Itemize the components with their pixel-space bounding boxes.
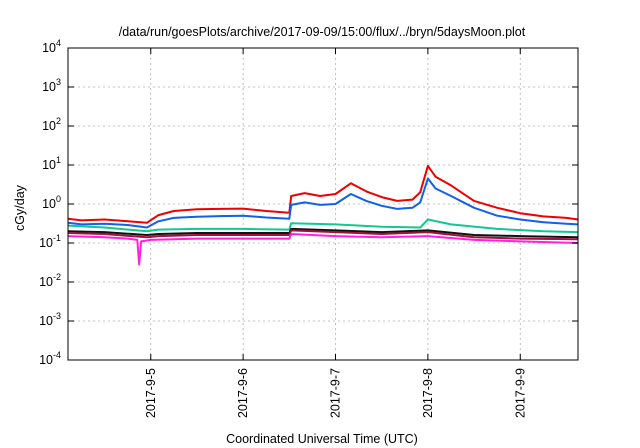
x-axis-label: Coordinated Universal Time (UTC) bbox=[226, 432, 418, 446]
x-tick-label: 2017-9-5 bbox=[144, 368, 158, 418]
y-tick-exponent: 4 bbox=[56, 38, 61, 48]
y-tick-exponent: -3 bbox=[53, 311, 61, 321]
y-tick-exponent: -4 bbox=[53, 350, 61, 360]
y-tick-label: 10-2 bbox=[39, 272, 61, 289]
y-tick-label: 100 bbox=[42, 194, 61, 211]
series-line-2 bbox=[67, 177, 579, 229]
y-tick-exponent: 2 bbox=[56, 116, 61, 126]
x-tick-label: 2017-9-8 bbox=[421, 368, 435, 418]
y-tick-label: 10-1 bbox=[39, 233, 61, 250]
y-tick-exponent: -1 bbox=[53, 233, 61, 243]
x-tick-label: 2017-9-9 bbox=[513, 368, 527, 418]
y-tick-exponent: 3 bbox=[56, 77, 61, 87]
y-tick-label: 101 bbox=[42, 155, 61, 172]
series-line-6 bbox=[67, 233, 579, 266]
series-line-5 bbox=[67, 229, 579, 241]
y-tick-exponent: 1 bbox=[56, 155, 61, 165]
grid-lines bbox=[68, 48, 578, 360]
y-axis-label: cGy/day bbox=[13, 184, 27, 231]
series-line-1 bbox=[67, 164, 579, 224]
x-axis-ticks: 2017-9-5 2017-9-6 2017-9-7 2017-9-8 2017-9-9 bbox=[144, 48, 527, 418]
chart-title: /data/run/goesPlots/archive/2017-09-09/1… bbox=[119, 25, 526, 39]
x-tick-label: 2017-9-7 bbox=[329, 368, 343, 418]
y-tick-exponent: 0 bbox=[56, 194, 61, 204]
x-tick-label: 2017-9-6 bbox=[236, 368, 250, 418]
y-tick-label: 104 bbox=[42, 38, 61, 55]
y-tick-label: 10-3 bbox=[39, 311, 61, 328]
y-tick-exponent: -2 bbox=[53, 272, 61, 282]
y-tick-label: 10-4 bbox=[39, 350, 61, 367]
y-tick-label: 102 bbox=[42, 116, 61, 133]
data-series bbox=[67, 164, 579, 266]
series-line-3 bbox=[67, 218, 579, 234]
y-tick-label: 103 bbox=[42, 77, 61, 94]
